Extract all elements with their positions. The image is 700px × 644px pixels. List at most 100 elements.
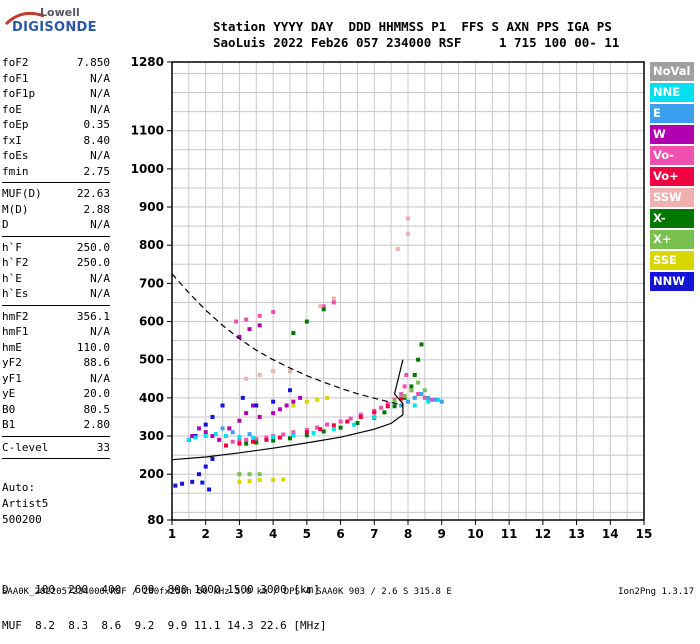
param-separator: [2, 435, 110, 437]
data-point: [399, 403, 404, 408]
param-row: hmF2 356.1: [2, 309, 110, 325]
data-point: [325, 395, 330, 400]
param-row: h`Es N/A: [2, 286, 110, 302]
data-point: [318, 304, 323, 309]
data-point: [190, 434, 195, 439]
param-row: B1 2.80: [2, 417, 110, 433]
logo-bottom-text: DIGISONDE: [12, 20, 97, 35]
data-point: [237, 438, 242, 443]
param-separator: [2, 458, 110, 459]
data-point: [257, 414, 262, 419]
data-point: [254, 440, 259, 445]
data-point: [217, 437, 222, 442]
param-name: B0: [2, 402, 16, 416]
data-point: [355, 421, 360, 426]
x-tick-label: 11: [501, 527, 518, 541]
param-row: hmE 110.0: [2, 340, 110, 356]
legend-item: NNE: [650, 83, 694, 102]
param-name: foE: [2, 102, 22, 116]
y-tick-label: 700: [139, 276, 164, 290]
param-value: 250.0: [76, 240, 110, 254]
data-point: [196, 472, 201, 477]
data-point: [271, 411, 276, 416]
data-point: [271, 309, 276, 314]
data-point: [321, 304, 326, 309]
x-tick-label: 13: [568, 527, 585, 541]
y-tick-label: 200: [139, 467, 164, 481]
profile-solid-curve: [171, 359, 404, 461]
data-point: [203, 464, 208, 469]
param-value: 8.40: [83, 133, 111, 147]
data-point: [406, 216, 410, 221]
param-name: foF1p: [2, 87, 36, 100]
data-point: [210, 414, 215, 419]
data-point: [234, 319, 239, 324]
param-row: h`E N/A: [2, 271, 110, 287]
data-point: [244, 317, 249, 322]
data-point: [419, 392, 424, 397]
x-tick-label: 1: [168, 527, 176, 541]
data-point: [257, 472, 262, 477]
data-point: [244, 376, 249, 381]
data-point: [399, 396, 404, 401]
data-point: [392, 397, 397, 402]
data-point: [385, 404, 390, 409]
data-point: [291, 433, 296, 438]
data-point: [244, 437, 249, 442]
autoscaling-info: Auto: Artist5 500200: [2, 480, 48, 528]
data-point: [210, 456, 215, 461]
data-point: [291, 330, 296, 335]
data-point: [412, 372, 417, 377]
data-point: [264, 437, 269, 442]
data-point: [288, 388, 292, 393]
x-tick-label: 14: [602, 527, 619, 541]
data-point: [439, 399, 444, 404]
y-tick-label: 600: [139, 315, 164, 329]
distance-muf-table: D 100 200 400 600 800 1000 1500 3000 [km…: [2, 560, 327, 644]
param-name: foF2: [2, 56, 29, 69]
param-row: foE N/A: [2, 102, 110, 118]
data-point: [257, 372, 262, 377]
software-version: Ion2Png 1.3.17: [618, 587, 694, 597]
data-point: [395, 247, 400, 252]
param-name: hmE: [2, 340, 22, 354]
data-point: [264, 435, 269, 440]
data-point: [180, 481, 185, 486]
data-point: [223, 434, 228, 439]
param-name: h`F2: [2, 256, 29, 269]
y-tick-label: 300: [139, 429, 164, 443]
param-row: fmin 2.75: [2, 164, 110, 180]
data-point: [203, 422, 208, 427]
x-tick-label: 15: [636, 527, 653, 541]
data-point: [402, 384, 407, 389]
data-point: [331, 427, 336, 432]
data-point: [304, 433, 309, 438]
data-point: [271, 399, 276, 404]
data-point: [230, 430, 235, 435]
data-point: [196, 426, 201, 431]
data-point: [416, 380, 421, 385]
data-point: [250, 403, 255, 408]
param-row: fxI 8.40: [2, 133, 110, 149]
data-point: [254, 437, 259, 442]
y-tick-label: 1100: [131, 124, 164, 138]
param-name: B1: [2, 418, 16, 431]
legend-item: Vo-: [650, 146, 694, 165]
data-point: [237, 472, 242, 477]
y-tick-label: 800: [139, 238, 164, 252]
data-point: [277, 435, 282, 440]
data-point: [352, 422, 357, 427]
data-point: [402, 393, 407, 398]
param-value: 356.1: [76, 309, 110, 323]
x-tick-label: 10: [467, 527, 484, 541]
legend-item: Vo+: [650, 167, 694, 186]
data-point: [237, 334, 242, 339]
x-tick-label: 8: [404, 527, 412, 541]
data-point: [257, 323, 262, 328]
x-tick-label: 2: [202, 527, 210, 541]
data-point: [284, 403, 289, 408]
param-value: N/A: [90, 149, 110, 162]
data-point: [372, 410, 377, 415]
data-point: [220, 426, 225, 431]
data-point: [291, 430, 296, 435]
